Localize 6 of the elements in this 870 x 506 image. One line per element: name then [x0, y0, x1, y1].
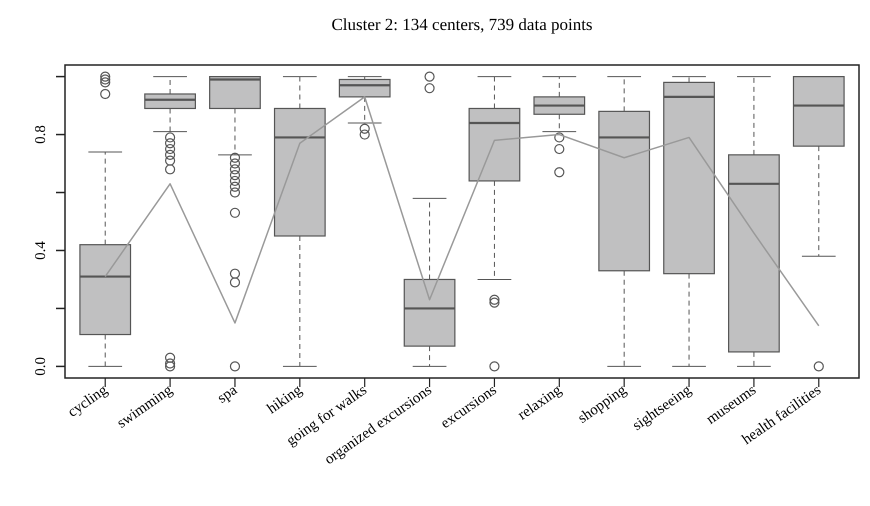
x-tick-label: spa	[214, 382, 241, 407]
y-tick-label: 0.8	[33, 125, 49, 144]
chart-title: Cluster 2: 134 centers, 739 data points	[331, 15, 593, 34]
y-tick-label: 0.0	[33, 357, 49, 376]
y-tick-label: 0.4	[33, 240, 49, 260]
line-series	[104, 96, 820, 327]
